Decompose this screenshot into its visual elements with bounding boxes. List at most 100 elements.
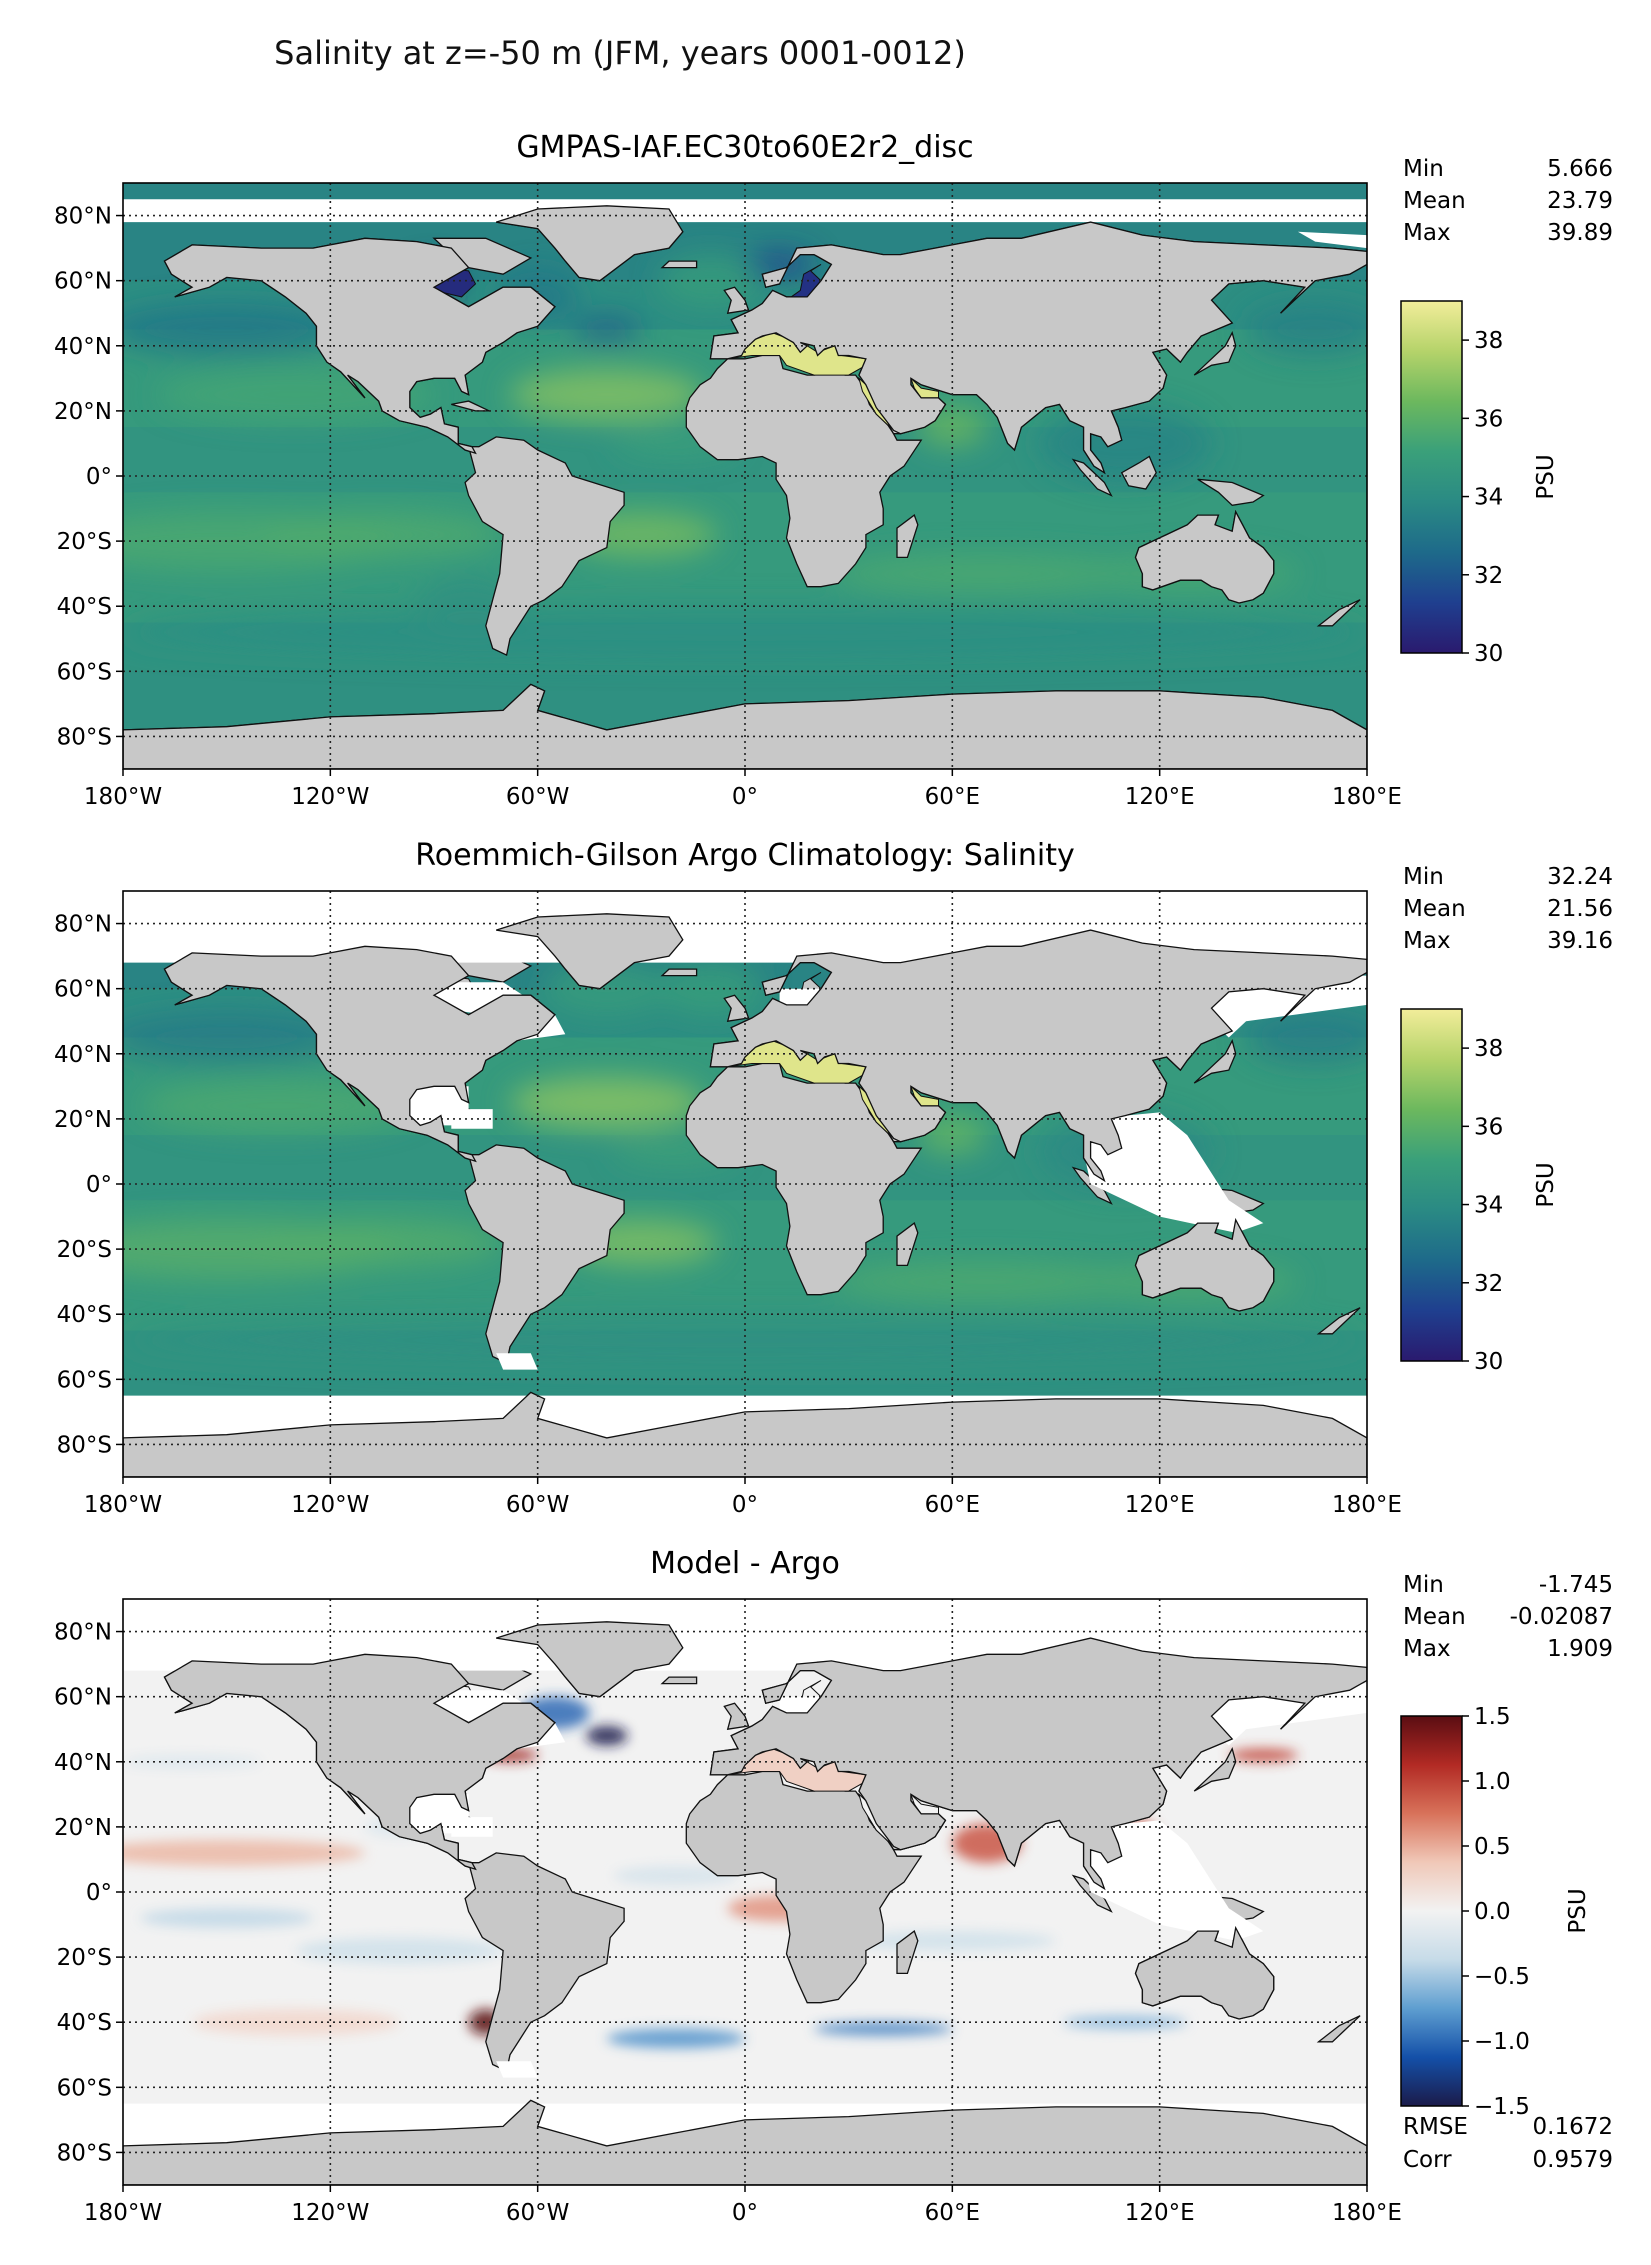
land-sumatra [1071,458,1113,497]
field-blob [510,1076,704,1129]
land-eurasia-outline [709,929,1367,1183]
land-iceland [660,1676,698,1685]
lon-tick-label: 0° [732,784,758,810]
land-antarctica-outline [123,683,1367,769]
no-data-region [1297,231,1367,249]
stat-label: Max [1403,928,1451,954]
no-data-region [1211,1683,1367,1746]
land-greenland-outline [496,205,684,282]
lon-tick-label: 0° [732,1492,758,1518]
colorbar-tick-label: 30 [1474,1349,1503,1375]
map-field [123,183,1367,769]
colorbar-label: PSU [1533,1162,1559,1207]
colorbar-tick-label: −1.0 [1474,2029,1530,2055]
lat-tick-label: 80°N [54,912,112,938]
stat-value: 1.909 [1547,1636,1613,1662]
colorbar-label: PSU [1533,454,1559,499]
extra-stat-label: Corr [1403,2147,1452,2173]
lon-tick-label: 60°E [925,2200,980,2226]
lat-tick-label: 60°N [54,977,112,1003]
colorbar-tick-label: 0.0 [1474,1899,1511,1925]
no-data-region [123,199,1367,223]
lon-tick-label: 60°W [506,1492,570,1518]
stat-value: -1.745 [1539,1572,1613,1598]
land-sumatra [1071,1874,1113,1913]
colorbar-gradient [1400,1008,1463,1362]
lat-tick-label: 40°S [57,2010,112,2036]
lon-tick-label: 120°W [291,784,369,810]
colorbar-tick-label: −1.5 [1474,2094,1530,2120]
lon-tick-label: 120°E [1125,1492,1195,1518]
lon-tick-label: 180°W [84,784,162,810]
lat-tick-label: 80°S [57,724,112,750]
land-uk [723,286,750,314]
lat-tick-label: 40°S [57,594,112,620]
colorbar-tick-label: 36 [1474,1114,1503,1140]
colorbar-tick-label: 38 [1474,1036,1503,1062]
lat-tick-label: 20°S [57,1237,112,1263]
field-blob [123,1755,262,1769]
colorbar-tick-label: 1.0 [1474,1769,1511,1795]
map-field [123,1599,1367,2185]
land-antarctica-outline [123,1391,1367,1477]
colorbar-tick-label: 34 [1474,485,1503,511]
stat-label: Min [1403,156,1444,182]
land-greenland-outline [496,913,684,990]
colorbar-tick-label: −0.5 [1474,1964,1530,1990]
land-madagascar [896,1222,919,1267]
no-data-region [1083,1820,1264,1941]
land-uk [723,994,750,1022]
land-madagascar [896,514,919,559]
no-data-region [727,910,815,957]
lon-tick-label: 180°E [1332,2200,1402,2226]
stat-label: Min [1403,864,1444,890]
lat-tick-label: 80°S [57,1432,112,1458]
lat-tick-label: 20°N [54,1815,112,1841]
colorbar-gradient [1400,300,1463,654]
field-blob [586,1725,628,1746]
lat-tick-label: 20°S [57,529,112,555]
colorbar-tick-label: 36 [1474,406,1503,432]
lon-tick-label: 120°E [1125,784,1195,810]
land-eurasia-outline [709,221,1367,475]
lon-tick-label: 60°W [506,784,570,810]
stat-value: 23.79 [1547,188,1613,214]
land-eurasia-outline [709,1637,1367,1891]
colorbar: 1.5 1.0 0.5 0.0 −0.5 −1.0 −1.5 PSU [1400,1704,1591,2120]
colorbar-gradient [1400,1715,1463,2107]
colorbar-tick-label: 38 [1474,328,1503,354]
land-north-america-outline [163,237,556,455]
field-blob [1246,1011,1367,1064]
extra-stat-label: RMSE [1403,2114,1468,2140]
field-blob [192,2009,400,2036]
map-panel-3: Model - Argo 80°N 60°N 40°N 20°N 0° 20°S 40°S 60… [54,1546,1613,2226]
land-japan [1193,331,1237,376]
lat-tick-label: 40°S [57,1302,112,1328]
lon-tick-label: 0° [732,2200,758,2226]
stat-value: 39.16 [1547,928,1613,954]
lon-tick-label: 120°E [1125,2200,1195,2226]
field-blob [572,316,642,343]
colorbar-tick-label: 0.5 [1474,1834,1511,1860]
field-blob [140,1079,417,1132]
land-australia-outline [1134,1925,1275,2020]
colorbar-tick-label: 34 [1474,1193,1503,1219]
colorbar: 30 32 34 36 38 PSU [1400,300,1559,667]
lat-tick-label: 60°S [57,1367,112,1393]
lon-tick-label: 60°E [925,1492,980,1518]
field-blob [261,1219,504,1266]
figure-suptitle: Salinity at z=-50 m (JFM, years 0001-001… [274,34,966,72]
lat-tick-label: 0° [86,1172,112,1198]
stat-value: 5.666 [1547,156,1613,182]
panel-title: GMPAS-IAF.EC30to60E2r2_disc [516,130,973,165]
extra-stat-value: 0.9579 [1533,2147,1613,2173]
lon-tick-label: 180°W [84,1492,162,1518]
lat-tick-label: 40°N [54,1042,112,1068]
field-blob [123,1314,1367,1367]
no-data-region [1211,975,1367,1038]
field-blob [261,511,504,558]
land-madagascar [896,1930,919,1975]
land-iceland [660,260,698,269]
